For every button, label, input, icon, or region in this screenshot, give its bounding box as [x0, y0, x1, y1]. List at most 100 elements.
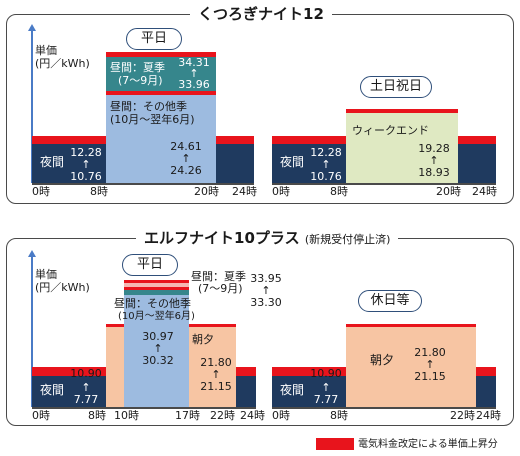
day-summer-block [106, 57, 216, 91]
day-summer-block [124, 283, 189, 287]
day-summer-new-price: 34.31 [178, 56, 210, 69]
weekend-label: 土日祝日 [360, 76, 432, 98]
x-tick: 20時 [436, 185, 461, 198]
morning-evening-name: 朝夕 [192, 333, 214, 346]
day-other-block [124, 295, 189, 407]
night-new-price: 12.28 [70, 146, 102, 159]
x-tick: 8時 [88, 409, 106, 422]
day-other-top-block [124, 290, 189, 295]
legend-swatch [316, 438, 354, 450]
day-summer-period: (7～9月) [198, 282, 243, 295]
night-new-price: 12.28 [310, 146, 342, 159]
night-arrow: ↑ [321, 158, 331, 171]
weekend-old-price: 18.93 [418, 166, 450, 179]
night-increase [272, 367, 346, 376]
y-axis-arrow [28, 250, 36, 257]
morning-evening-increase [346, 324, 476, 327]
legend-label: 電気料金改定による単価上昇分 [358, 439, 498, 450]
day-other-block [106, 95, 216, 183]
night-name: 夜間 [280, 383, 305, 397]
x-tick: 8時 [330, 409, 348, 422]
day-other-old-price: 30.32 [142, 354, 174, 367]
night-old-price: 10.76 [310, 170, 342, 183]
morning-evening-increase [189, 324, 236, 327]
night-increase [32, 136, 106, 144]
day-summer-old-price: 33.30 [250, 296, 282, 309]
night-block [32, 376, 106, 407]
night-increase [236, 367, 256, 376]
night-block [32, 144, 106, 183]
night-increase [272, 136, 346, 144]
holiday-label: 休日等 [358, 290, 422, 312]
morning-evening-increase [106, 324, 124, 327]
weekday-label: 平日 [126, 28, 182, 50]
night-old-price: 10.76 [70, 170, 102, 183]
day-other-arrow: ↑ [181, 152, 191, 165]
day-other-increase [106, 91, 216, 95]
x-tick: 8時 [90, 185, 108, 198]
morning-evening-arrow: ↑ [425, 358, 435, 371]
night-new-price: 10.90 [70, 367, 102, 380]
weekday-label: 平日 [122, 254, 178, 276]
x-tick: 24時 [472, 185, 497, 198]
x-tick: 20時 [194, 185, 219, 198]
day-summer-arrow: ↑ [189, 67, 199, 80]
night-arrow: ↑ [81, 158, 91, 171]
baseline [32, 407, 256, 409]
day-other-new-price: 30.97 [142, 330, 174, 343]
night-arrow: ↑ [81, 381, 91, 394]
night-block [216, 144, 254, 183]
x-tick: 0時 [32, 185, 50, 198]
baseline [272, 407, 496, 409]
day-summer-increase [124, 280, 189, 283]
x-tick: 8時 [330, 185, 348, 198]
day-summer-period: (7～9月) [118, 74, 163, 87]
night-block [458, 144, 496, 183]
day-other-name: 昼間：その他季 [110, 100, 187, 113]
unit-label: 単価 [35, 268, 57, 281]
morning-evening-block [106, 327, 124, 407]
night-increase [458, 136, 496, 144]
day-other-period: (10月～翌年6月) [110, 113, 195, 126]
night-name: 夜間 [40, 383, 65, 397]
panel-title-main: エルフナイト10プラス [144, 229, 300, 247]
x-tick: 24時 [476, 409, 501, 422]
day-summer-name: 昼間：夏季 [191, 270, 246, 283]
day-other-increase [124, 287, 189, 290]
weekend-new-price: 19.28 [418, 142, 450, 155]
night-increase [32, 367, 106, 376]
weekend-block [346, 113, 458, 183]
unit-label-sub: (円／kWh) [35, 281, 90, 294]
day-other-new-price: 24.61 [170, 140, 202, 153]
baseline [272, 183, 496, 185]
day-other-old-price: 24.26 [170, 164, 202, 177]
morning-evening-old-price: 21.15 [414, 370, 446, 383]
x-tick: 0時 [32, 409, 50, 422]
night-old-price: 7.77 [313, 393, 339, 406]
day-summer-increase [106, 52, 216, 57]
night-block [272, 144, 346, 183]
night-name: 夜間 [280, 155, 305, 169]
day-other-period: (10月～翌年6月) [118, 311, 195, 322]
x-tick: 22時 [210, 409, 235, 422]
y-axis [31, 30, 33, 183]
night-increase [476, 367, 496, 376]
night-block [236, 376, 256, 407]
night-arrow: ↑ [321, 381, 331, 394]
morning-evening-block [346, 327, 476, 407]
morning-evening-new-price: 21.80 [414, 346, 446, 359]
panel-title: くつろぎナイト12 [190, 5, 332, 23]
baseline [32, 183, 254, 185]
y-axis [31, 256, 33, 407]
morning-evening-old-price: 21.15 [200, 380, 232, 393]
x-tick: 0時 [272, 409, 290, 422]
x-tick: 22時 [450, 409, 475, 422]
unit-label: 単価 [35, 44, 57, 57]
unit-label-sub: (円／kWh) [35, 57, 90, 70]
night-new-price: 10.90 [310, 367, 342, 380]
morning-evening-block [189, 327, 236, 407]
day-summer-name: 昼間：夏季 [110, 61, 165, 74]
y-axis-arrow [28, 24, 36, 31]
night-block [476, 376, 496, 407]
panel-title: エルフナイト10プラス (新規受付停止済) [136, 229, 399, 249]
